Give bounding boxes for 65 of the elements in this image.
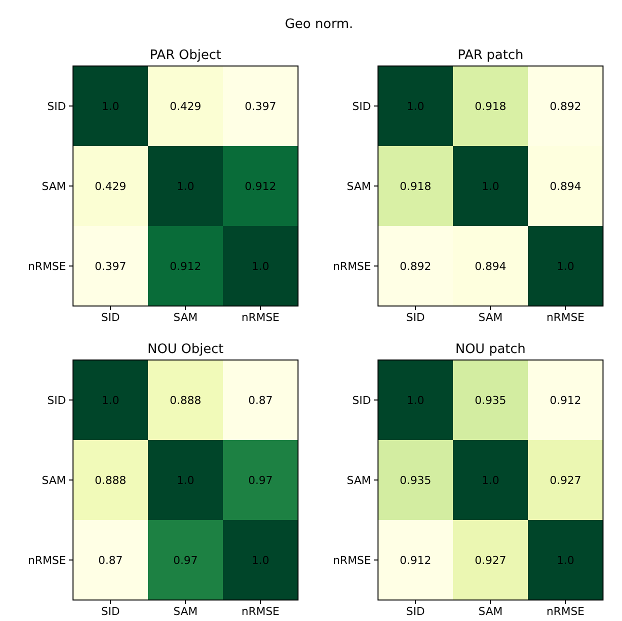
- chart-title: PAR Object: [150, 48, 222, 63]
- y-tick-label: SID: [47, 394, 66, 407]
- data-label: 0.429: [94, 180, 126, 193]
- data-label: 0.935: [474, 394, 506, 407]
- data-label: 1.0: [406, 394, 424, 407]
- chart-title: NOU Object: [148, 342, 224, 357]
- data-label: 0.397: [244, 100, 276, 113]
- y-tick-label: SID: [47, 100, 66, 113]
- x-tick-label: nRMSE: [241, 311, 280, 324]
- x-tick-label: SID: [406, 311, 425, 324]
- data-label: 0.927: [550, 474, 582, 487]
- y-tick-label: SAM: [346, 180, 371, 193]
- y-tick-label: nRMSE: [332, 260, 372, 273]
- data-label: 0.429: [170, 100, 202, 113]
- data-label: 1.0: [252, 554, 270, 567]
- x-tick-label: nRMSE: [546, 311, 585, 324]
- data-label: 0.97: [248, 474, 273, 487]
- x-tick-label: SID: [101, 311, 120, 324]
- data-label: 0.912: [400, 554, 432, 567]
- data-label: 1.0: [102, 100, 120, 113]
- data-label: 0.397: [94, 260, 126, 273]
- x-tick-label: nRMSE: [546, 605, 585, 618]
- x-tick-label: SAM: [478, 605, 503, 618]
- x-tick-label: SID: [101, 605, 120, 618]
- data-label: 0.918: [400, 180, 432, 193]
- data-label: 1.0: [482, 474, 500, 487]
- data-label: 1.0: [482, 180, 500, 193]
- x-tick-label: nRMSE: [241, 605, 280, 618]
- y-tick-label: SAM: [346, 474, 371, 487]
- data-label: 0.87: [248, 394, 273, 407]
- data-label: 0.892: [400, 260, 432, 273]
- data-label: 0.894: [474, 260, 506, 273]
- y-tick-label: SAM: [42, 474, 66, 487]
- data-label: 0.918: [474, 100, 506, 113]
- data-label: 1.0: [556, 554, 574, 567]
- data-label: 0.912: [244, 180, 276, 193]
- data-label: 0.888: [170, 394, 202, 407]
- data-label: 0.935: [400, 474, 432, 487]
- data-label: 0.927: [474, 554, 506, 567]
- data-label: 1.0: [406, 100, 424, 113]
- chart-title: NOU patch: [455, 342, 526, 357]
- y-tick-label: nRMSE: [28, 260, 66, 273]
- chart-subtitle: Geo norm.: [284, 17, 354, 32]
- data-label: 0.888: [94, 474, 126, 487]
- data-label: 1.0: [176, 474, 194, 487]
- y-tick-label: nRMSE: [332, 554, 372, 567]
- y-tick-label: SID: [352, 100, 371, 113]
- data-label: 0.912: [170, 260, 202, 273]
- y-tick-label: nRMSE: [28, 554, 66, 567]
- y-tick-label: SAM: [42, 180, 66, 193]
- x-tick-label: SID: [406, 605, 425, 618]
- x-tick-label: SAM: [173, 605, 198, 618]
- data-label: 1.0: [556, 260, 574, 273]
- data-label: 1.0: [176, 180, 194, 193]
- data-label: 0.97: [173, 554, 198, 567]
- data-label: 0.87: [98, 554, 123, 567]
- data-label: 1.0: [102, 394, 120, 407]
- x-tick-label: SAM: [173, 311, 198, 324]
- x-tick-label: SAM: [478, 311, 503, 324]
- data-label: 0.894: [550, 180, 582, 193]
- y-tick-label: SID: [352, 394, 371, 407]
- data-label: 0.912: [550, 394, 582, 407]
- data-label: 0.892: [550, 100, 582, 113]
- chart-title: PAR patch: [458, 48, 524, 63]
- data-label: 1.0: [252, 260, 270, 273]
